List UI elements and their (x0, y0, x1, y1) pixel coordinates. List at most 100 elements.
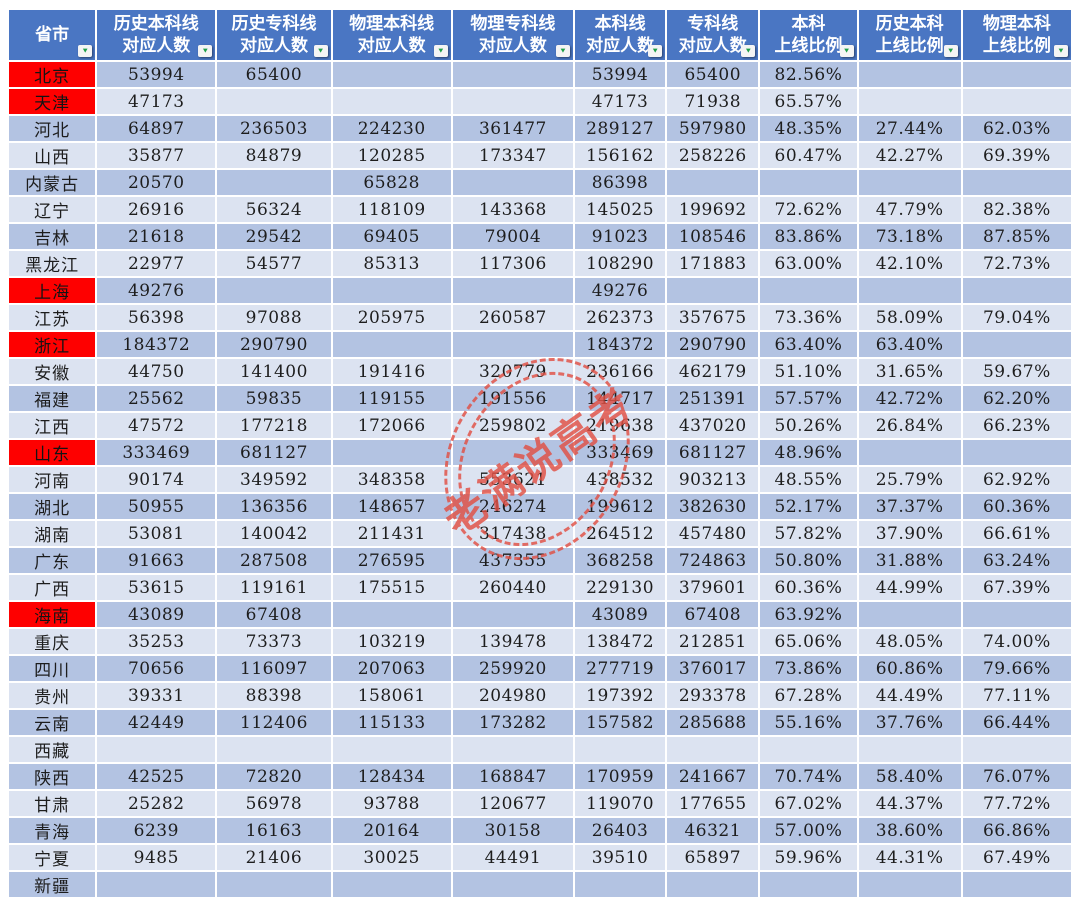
data-cell[interactable] (962, 332, 1071, 357)
data-cell[interactable]: 128434 (332, 764, 451, 789)
data-cell[interactable] (97, 872, 216, 897)
data-cell[interactable] (962, 737, 1071, 762)
data-cell[interactable]: 50955 (97, 494, 216, 519)
province-cell[interactable]: 贵州 (9, 683, 96, 708)
data-cell[interactable]: 42449 (97, 710, 216, 735)
data-cell[interactable]: 73373 (217, 629, 331, 654)
data-cell[interactable]: 25282 (97, 791, 216, 816)
data-cell[interactable] (217, 89, 331, 114)
filter-dropdown-button[interactable]: ▼ (556, 45, 571, 57)
data-cell[interactable]: 42525 (97, 764, 216, 789)
data-cell[interactable] (217, 278, 331, 303)
data-cell[interactable]: 62.20% (962, 386, 1071, 411)
data-cell[interactable] (962, 62, 1071, 87)
data-cell[interactable]: 177218 (217, 413, 331, 438)
data-cell[interactable]: 35877 (97, 143, 216, 168)
data-cell[interactable]: 65897 (667, 845, 759, 870)
data-cell[interactable]: 148657 (332, 494, 451, 519)
data-cell[interactable]: 65.57% (760, 89, 857, 114)
data-cell[interactable]: 51.10% (760, 359, 857, 384)
province-cell[interactable]: 山西 (9, 143, 96, 168)
data-cell[interactable]: 50.26% (760, 413, 857, 438)
data-cell[interactable]: 44.49% (858, 683, 961, 708)
data-cell[interactable] (332, 602, 451, 627)
data-cell[interactable]: 50.80% (760, 548, 857, 573)
data-cell[interactable]: 118109 (332, 197, 451, 222)
column-header[interactable]: 物理本科 上线比例 ▼ (962, 10, 1071, 60)
data-cell[interactable]: 170959 (575, 764, 666, 789)
data-cell[interactable]: 264512 (575, 521, 666, 546)
data-cell[interactable]: 184372 (575, 332, 666, 357)
data-cell[interactable]: 119155 (332, 386, 451, 411)
data-cell[interactable] (858, 602, 961, 627)
data-cell[interactable]: 287508 (217, 548, 331, 573)
data-cell[interactable]: 87.85% (962, 224, 1071, 249)
data-cell[interactable]: 73.86% (760, 656, 857, 681)
data-cell[interactable]: 204980 (452, 683, 574, 708)
data-cell[interactable]: 139478 (452, 629, 574, 654)
data-cell[interactable]: 37.37% (858, 494, 961, 519)
data-cell[interactable]: 57.82% (760, 521, 857, 546)
data-cell[interactable] (452, 89, 574, 114)
data-cell[interactable] (962, 872, 1071, 897)
data-cell[interactable] (858, 440, 961, 465)
data-cell[interactable]: 58.40% (858, 764, 961, 789)
data-cell[interactable]: 31.65% (858, 359, 961, 384)
data-cell[interactable]: 27.44% (858, 116, 961, 141)
data-cell[interactable]: 73.36% (760, 305, 857, 330)
data-cell[interactable]: 60.47% (760, 143, 857, 168)
column-header[interactable]: 历史本科线 对应人数 ▼ (97, 10, 216, 60)
column-header[interactable]: 本科线 对应人数 ▼ (575, 10, 666, 60)
data-cell[interactable]: 168847 (452, 764, 574, 789)
data-cell[interactable] (760, 737, 857, 762)
data-cell[interactable]: 62.03% (962, 116, 1071, 141)
data-cell[interactable]: 236166 (575, 359, 666, 384)
province-cell[interactable]: 湖北 (9, 494, 96, 519)
data-cell[interactable]: 37.76% (858, 710, 961, 735)
data-cell[interactable]: 67408 (667, 602, 759, 627)
data-cell[interactable]: 64897 (97, 116, 216, 141)
province-cell[interactable]: 福建 (9, 386, 96, 411)
data-cell[interactable]: 437020 (667, 413, 759, 438)
province-cell[interactable]: 甘肃 (9, 791, 96, 816)
data-cell[interactable]: 348358 (332, 467, 451, 492)
data-cell[interactable] (858, 89, 961, 114)
column-header[interactable]: 省市 ▼ (9, 10, 96, 60)
data-cell[interactable]: 21618 (97, 224, 216, 249)
data-cell[interactable]: 65400 (217, 62, 331, 87)
filter-dropdown-button[interactable]: ▼ (313, 45, 328, 57)
province-cell[interactable]: 江苏 (9, 305, 96, 330)
data-cell[interactable]: 56324 (217, 197, 331, 222)
province-cell-highlighted[interactable]: 上海 (9, 278, 96, 303)
data-cell[interactable] (452, 332, 574, 357)
data-cell[interactable]: 156162 (575, 143, 666, 168)
data-cell[interactable]: 65828 (332, 170, 451, 195)
data-cell[interactable] (667, 278, 759, 303)
data-cell[interactable] (332, 737, 451, 762)
data-cell[interactable]: 246274 (452, 494, 574, 519)
data-cell[interactable]: 53994 (575, 62, 666, 87)
data-cell[interactable]: 382630 (667, 494, 759, 519)
province-cell[interactable]: 青海 (9, 818, 96, 843)
province-cell[interactable]: 黑龙江 (9, 251, 96, 276)
data-cell[interactable]: 229130 (575, 575, 666, 600)
data-cell[interactable]: 22977 (97, 251, 216, 276)
data-cell[interactable] (575, 872, 666, 897)
data-cell[interactable]: 67408 (217, 602, 331, 627)
data-cell[interactable] (667, 737, 759, 762)
data-cell[interactable]: 119161 (217, 575, 331, 600)
data-cell[interactable] (858, 737, 961, 762)
data-cell[interactable]: 67.39% (962, 575, 1071, 600)
data-cell[interactable]: 71938 (667, 89, 759, 114)
data-cell[interactable]: 175515 (332, 575, 451, 600)
province-cell[interactable]: 江西 (9, 413, 96, 438)
data-cell[interactable]: 63.24% (962, 548, 1071, 573)
data-cell[interactable]: 120677 (452, 791, 574, 816)
data-cell[interactable]: 277719 (575, 656, 666, 681)
province-cell[interactable]: 河南 (9, 467, 96, 492)
data-cell[interactable]: 67.49% (962, 845, 1071, 870)
data-cell[interactable]: 26916 (97, 197, 216, 222)
data-cell[interactable]: 53081 (97, 521, 216, 546)
data-cell[interactable]: 44.99% (858, 575, 961, 600)
data-cell[interactable] (962, 440, 1071, 465)
